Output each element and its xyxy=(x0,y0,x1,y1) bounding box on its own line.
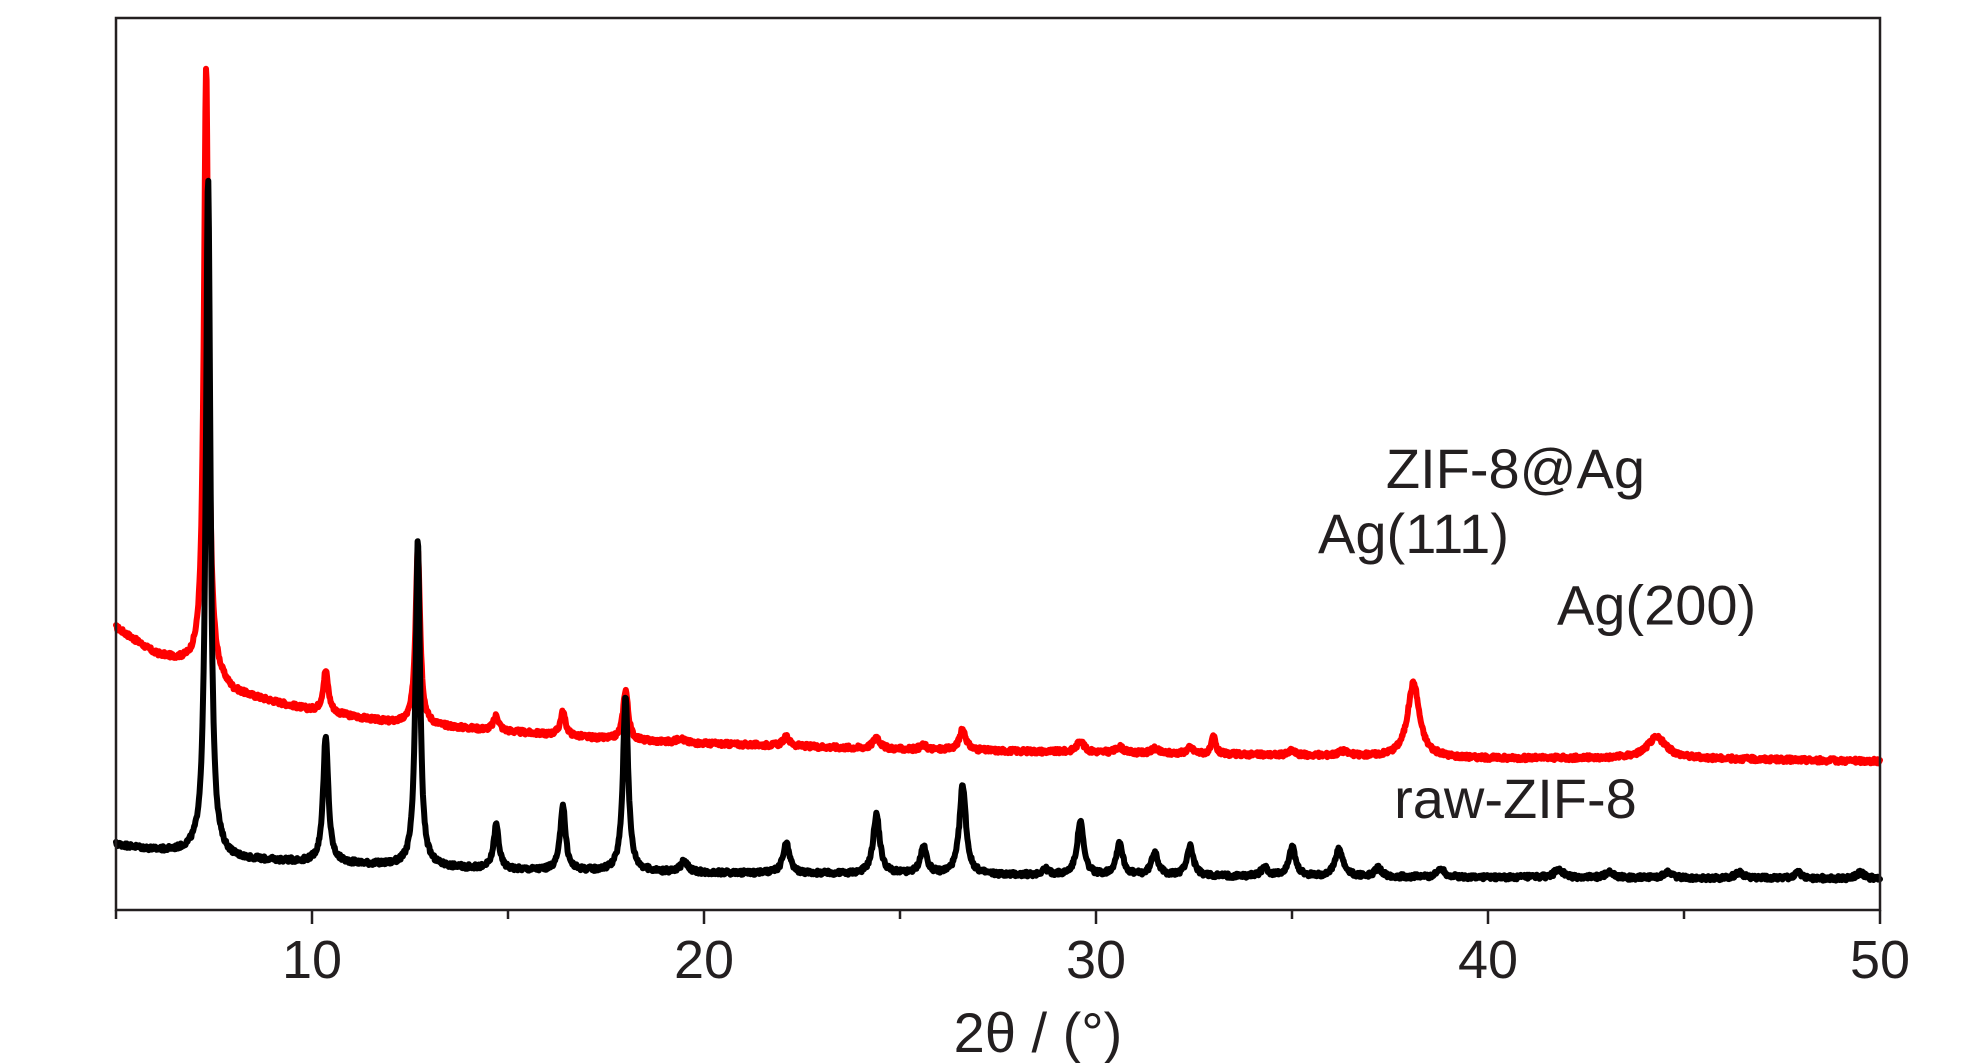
x-tick-label: 50 xyxy=(1850,930,1910,990)
x-tick-label: 10 xyxy=(282,930,342,990)
annotation-raw-zif-8: raw-ZIF-8 xyxy=(1394,767,1637,830)
series-line-raw-zif-8 xyxy=(113,177,1883,884)
series-line-zif-8-ag xyxy=(113,65,1883,767)
series-layer xyxy=(113,65,1883,884)
x-tick-label: 40 xyxy=(1458,930,1518,990)
x-axis-ticks: 10 20 30 40 50 xyxy=(114,910,1910,990)
x-tick-label: 30 xyxy=(1066,930,1126,990)
x-tick-label: 20 xyxy=(674,930,734,990)
annotation-ag-200: Ag(200) xyxy=(1557,574,1756,637)
x-axis-title: 2θ / (°) xyxy=(954,1001,1123,1063)
annotation-ag-111: Ag(111) xyxy=(1318,502,1509,565)
plot-frame xyxy=(114,16,1882,912)
annotation-zif-8-ag: ZIF-8@Ag xyxy=(1386,437,1645,500)
